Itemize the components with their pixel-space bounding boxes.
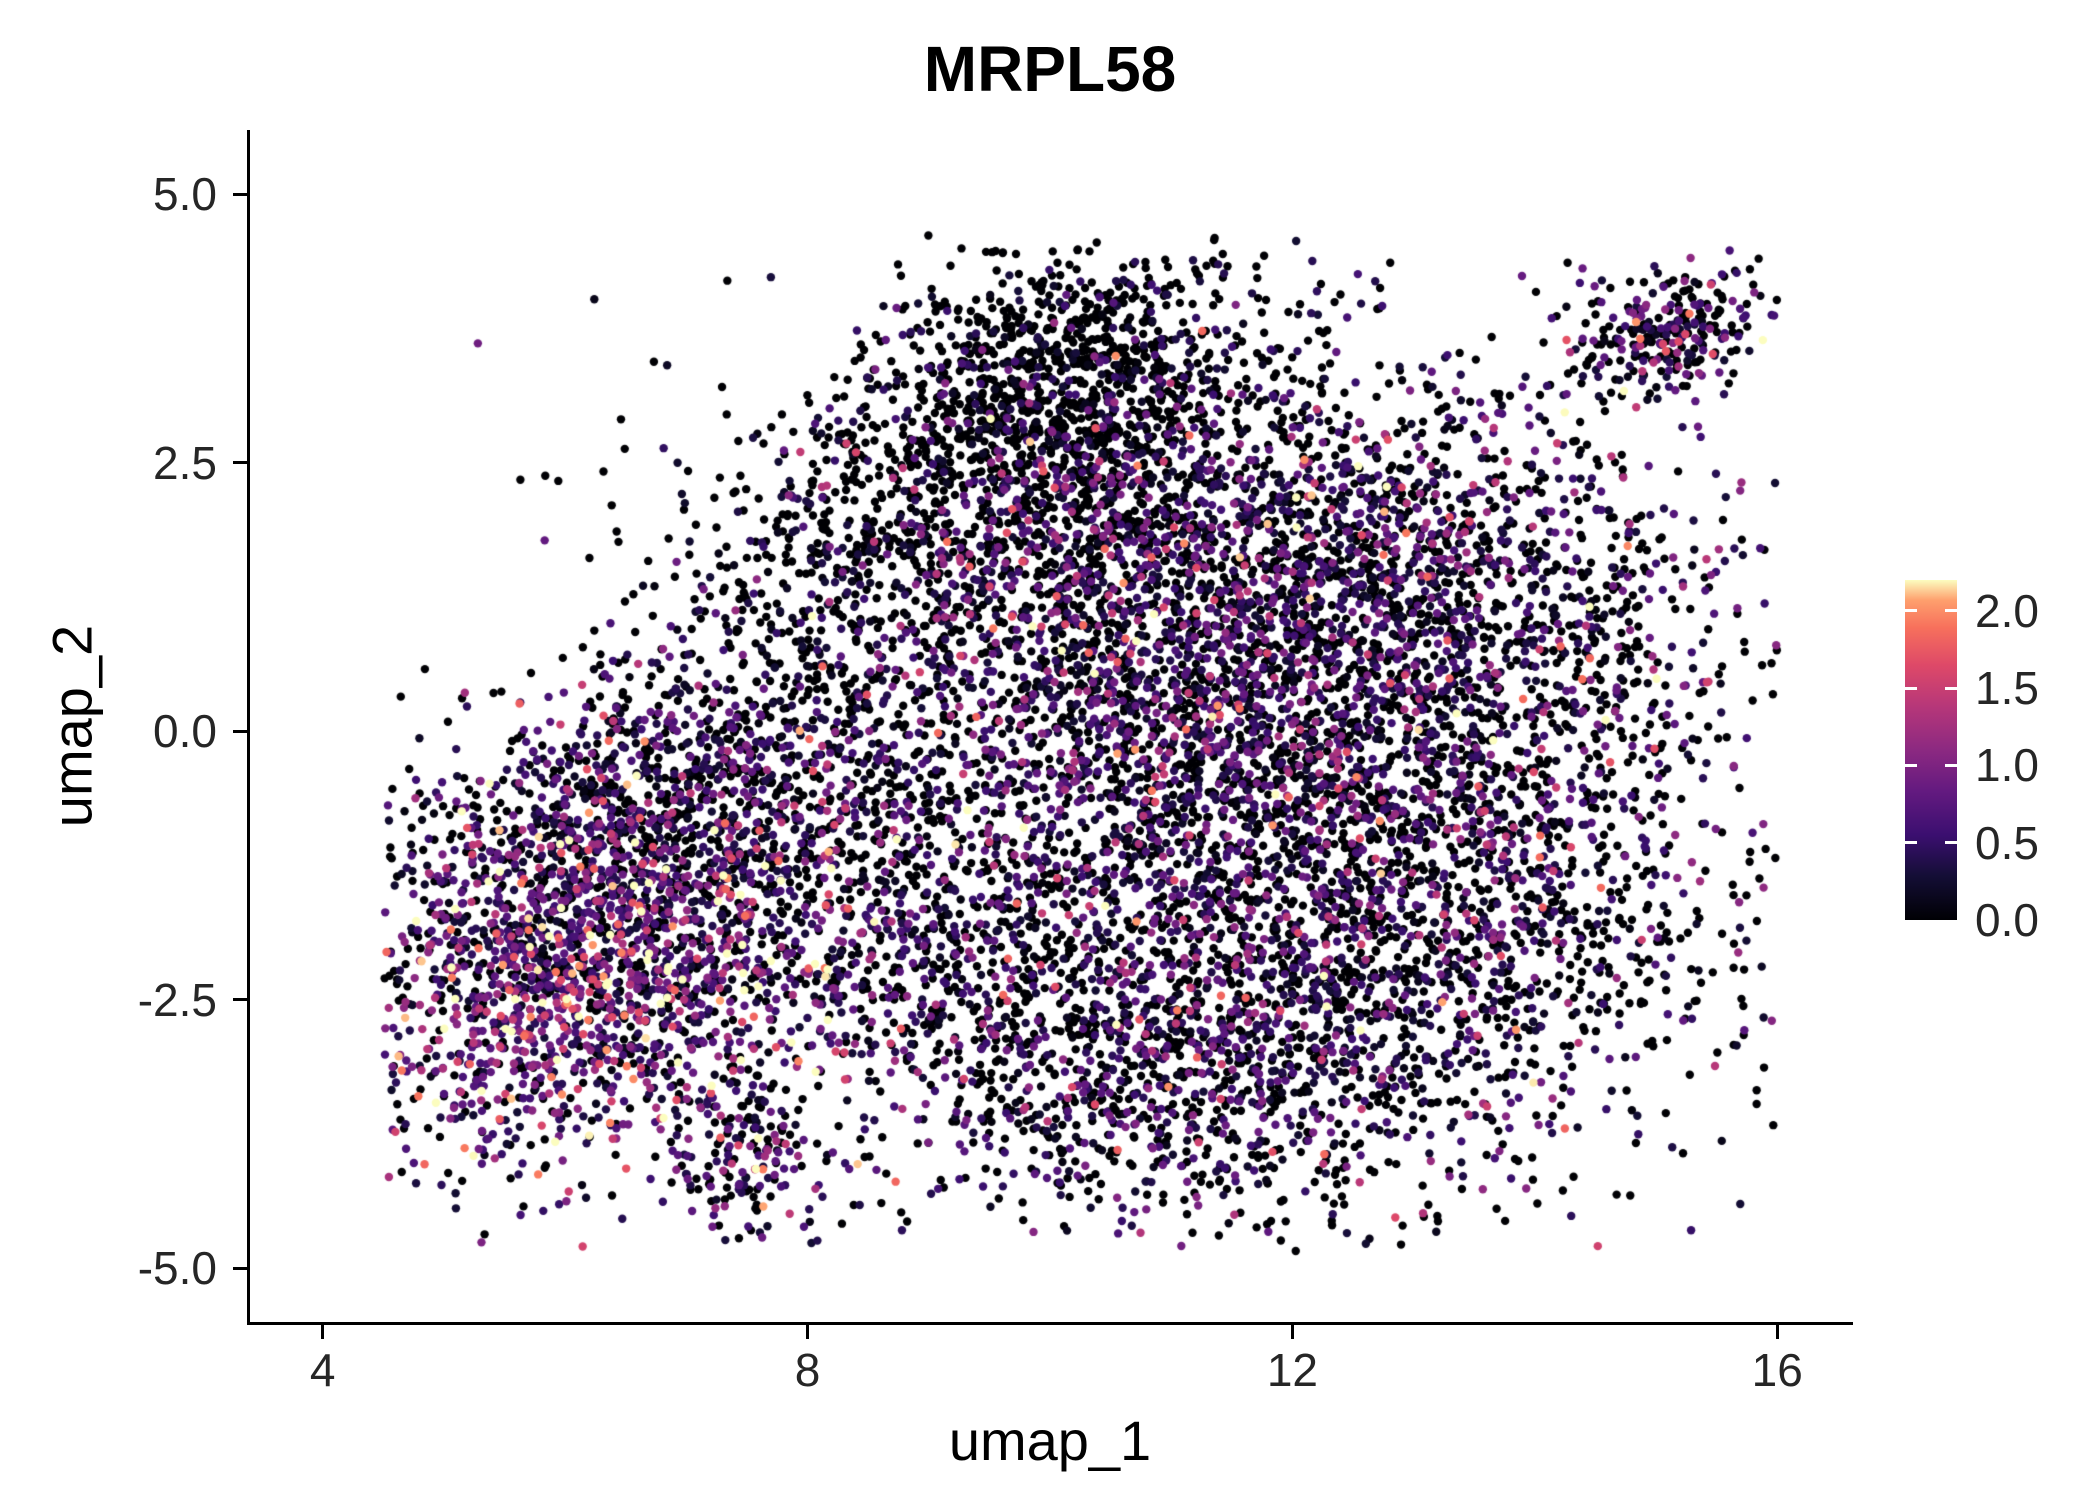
y-tick-label: -2.5 xyxy=(137,973,217,1026)
chart-title: MRPL58 xyxy=(923,33,1177,105)
colorbar-tick xyxy=(1905,609,1917,613)
colorbar-tick-label: 0.5 xyxy=(1975,816,2039,869)
x-tick-label: 16 xyxy=(1751,1344,1803,1396)
colorbar-tick xyxy=(1945,763,1957,767)
x-tick-mark xyxy=(321,1325,325,1339)
colorbar-tick xyxy=(1905,841,1917,845)
y-axis-line xyxy=(247,130,250,1325)
colorbar-tick xyxy=(1945,841,1957,845)
scatter-canvas xyxy=(250,130,1850,1322)
y-tick-mark xyxy=(233,461,247,465)
x-tick-label: 4 xyxy=(309,1344,336,1396)
y-tick-label: -5.0 xyxy=(137,1242,217,1295)
colorbar-gradient xyxy=(1905,580,1957,920)
colorbar-tick xyxy=(1945,686,1957,690)
y-tick-label: 2.5 xyxy=(153,436,217,489)
y-tick-mark xyxy=(233,998,247,1002)
colorbar-tick xyxy=(1905,763,1917,767)
x-tick-label: 8 xyxy=(794,1344,821,1396)
y-tick-label: 0.0 xyxy=(153,705,217,758)
y-tick-mark xyxy=(233,192,247,196)
plot-area xyxy=(250,130,1850,1322)
colorbar-tick xyxy=(1945,609,1957,613)
colorbar-tick xyxy=(1905,686,1917,690)
colorbar-tick-label: 2.0 xyxy=(1975,584,2039,637)
y-tick-mark xyxy=(233,729,247,733)
x-tick-label: 12 xyxy=(1266,1344,1318,1396)
colorbar-tick-label: 0.0 xyxy=(1975,894,2039,946)
x-tick-mark xyxy=(1775,1325,1779,1339)
x-axis-line xyxy=(247,1322,1853,1325)
y-tick-mark xyxy=(233,1266,247,1270)
colorbar-tick-label: 1.5 xyxy=(1975,662,2039,715)
x-tick-mark xyxy=(806,1325,810,1339)
x-tick-mark xyxy=(1290,1325,1294,1339)
colorbar-tick-label: 1.0 xyxy=(1975,739,2039,792)
x-axis-label: umap_1 xyxy=(948,1409,1152,1472)
y-tick-label: 5.0 xyxy=(153,168,217,221)
